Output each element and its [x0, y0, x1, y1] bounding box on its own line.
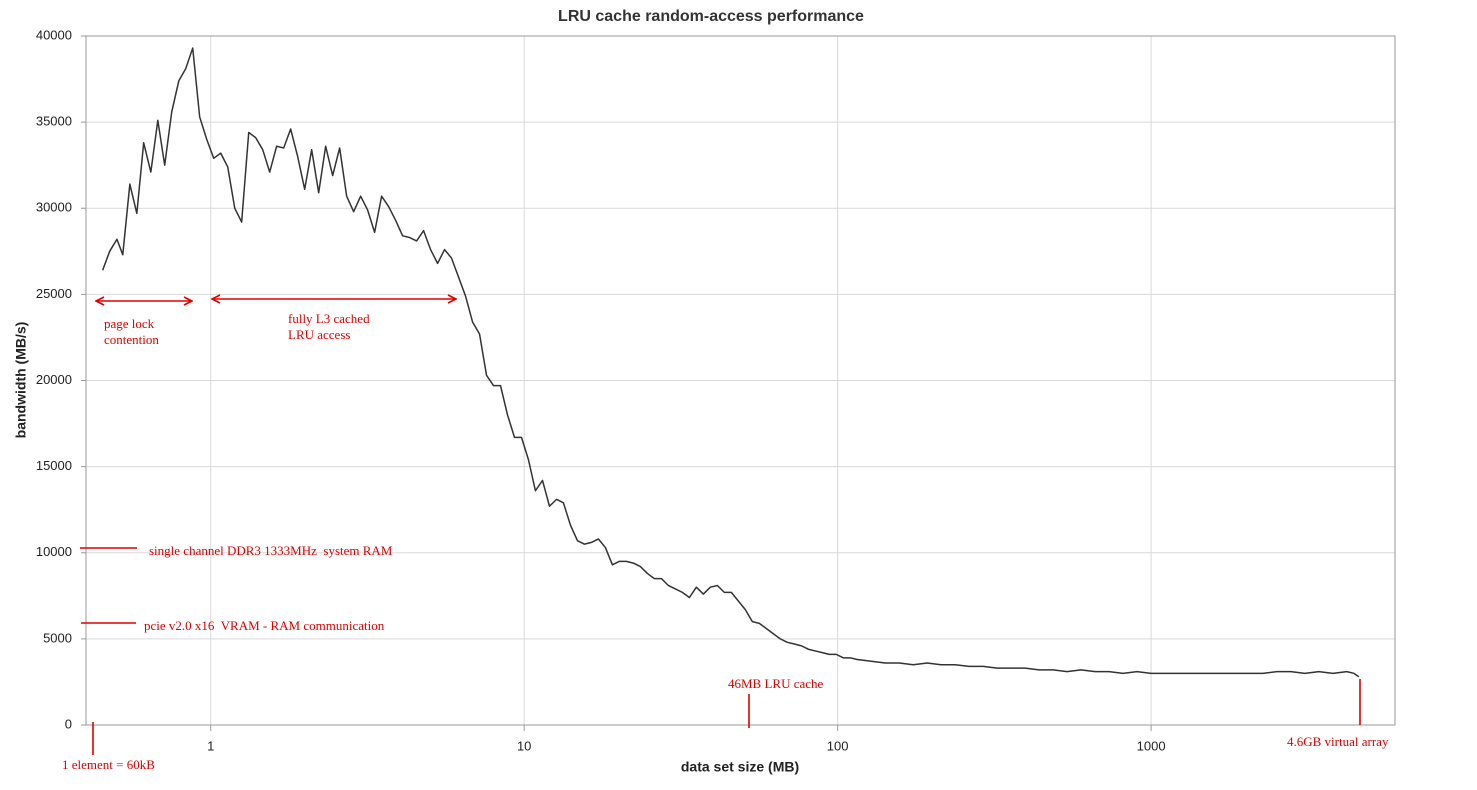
y-tick-label: 35000	[36, 114, 72, 129]
x-tick-label: 1000	[1137, 738, 1166, 753]
x-tick-label: 1	[207, 738, 214, 753]
y-tick-label: 15000	[36, 458, 72, 473]
annotation: LRU access	[288, 327, 350, 342]
annotation: 4.6GB virtual array	[1287, 734, 1389, 749]
annotation: fully L3 cached	[288, 311, 370, 326]
y-tick-label: 40000	[36, 27, 72, 42]
x-tick-label: 10	[517, 738, 531, 753]
data-line	[101, 47, 1360, 678]
y-tick-label: 25000	[36, 286, 72, 301]
annotation: 1 element = 60kB	[62, 757, 155, 772]
annotation: 46MB LRU cache	[728, 676, 824, 691]
annotation: single channel DDR3 1333MHz system RAM	[149, 543, 393, 558]
y-axis-label: bandwidth (MB/s)	[13, 322, 29, 439]
annotation: contention	[104, 332, 159, 347]
y-tick-label: 10000	[36, 544, 72, 559]
annotation: page lock	[104, 316, 155, 331]
x-axis-label: data set size (MB)	[681, 759, 799, 775]
chart-title: LRU cache random-access performance	[558, 8, 864, 25]
annotation: pcie v2.0 x16 VRAM - RAM communication	[144, 618, 385, 633]
y-tick-label: 30000	[36, 200, 72, 215]
y-tick-label: 5000	[43, 630, 72, 645]
y-tick-label: 20000	[36, 372, 72, 387]
y-tick-label: 0	[65, 716, 72, 731]
x-tick-label: 100	[827, 738, 849, 753]
